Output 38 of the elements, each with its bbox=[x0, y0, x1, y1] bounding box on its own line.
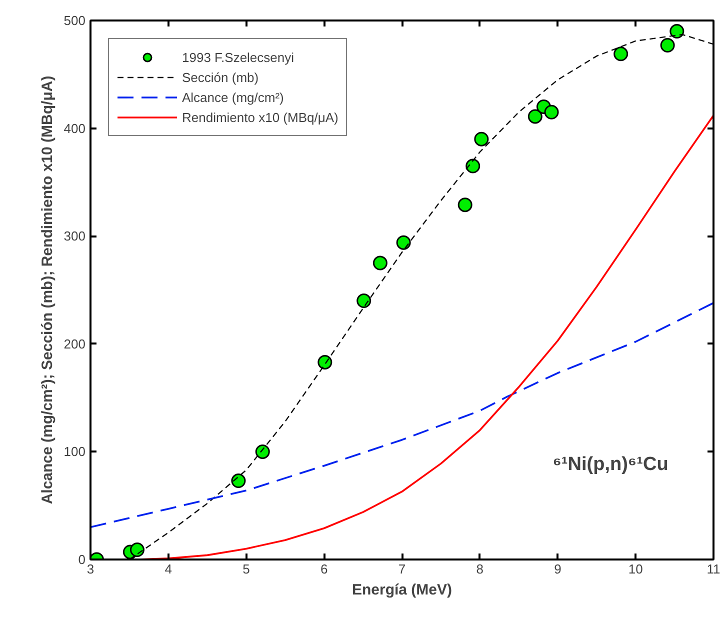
y-tick-label: 400 bbox=[64, 120, 86, 136]
point bbox=[474, 132, 489, 146]
x-tick-label: 9 bbox=[554, 562, 562, 576]
x-tick-label: 11 bbox=[706, 562, 720, 576]
y-tick-label: 200 bbox=[64, 336, 86, 352]
y-tick-label: 100 bbox=[64, 444, 86, 460]
legend-label: Rendimiento x10 (MBq/μA) bbox=[182, 110, 338, 124]
point bbox=[528, 109, 542, 124]
point bbox=[255, 444, 270, 459]
x-tick-label: 8 bbox=[476, 562, 484, 576]
point bbox=[466, 158, 480, 174]
x-tick-label: 5 bbox=[242, 562, 250, 576]
point bbox=[356, 294, 372, 308]
y-tick-label: 300 bbox=[64, 228, 86, 244]
point bbox=[396, 235, 411, 250]
point bbox=[660, 38, 675, 53]
x-tick-label: 6 bbox=[320, 562, 328, 576]
y-axis-title: Alcance (mg/cm²); Sección (mb); Rendimiento x10 (MBq/μA) bbox=[38, 76, 56, 504]
legend-label: Sección (mb) bbox=[182, 70, 259, 84]
point bbox=[318, 354, 332, 370]
x-tick-label: 7 bbox=[398, 562, 406, 576]
x-axis-title: Energía (MeV) bbox=[352, 582, 452, 598]
point bbox=[458, 198, 472, 212]
y-tick-label: 500 bbox=[64, 13, 86, 28]
point bbox=[130, 542, 144, 558]
point bbox=[544, 104, 559, 120]
point bbox=[614, 46, 628, 62]
line-series bbox=[90, 302, 714, 528]
point bbox=[372, 256, 388, 270]
legend-label: 1993 F.Szelecsenyi bbox=[182, 50, 294, 64]
x-tick-label: 3 bbox=[86, 562, 94, 576]
point bbox=[670, 24, 684, 39]
annotation: ⁶¹Ni(p,n)⁶¹Cu bbox=[552, 454, 668, 475]
point bbox=[231, 474, 246, 488]
legend-label: Alcance (mg/cm²) bbox=[182, 90, 284, 104]
y-tick-label: 0 bbox=[78, 552, 86, 567]
x-tick-label: 4 bbox=[164, 562, 172, 576]
x-tick-label: 10 bbox=[628, 562, 643, 576]
